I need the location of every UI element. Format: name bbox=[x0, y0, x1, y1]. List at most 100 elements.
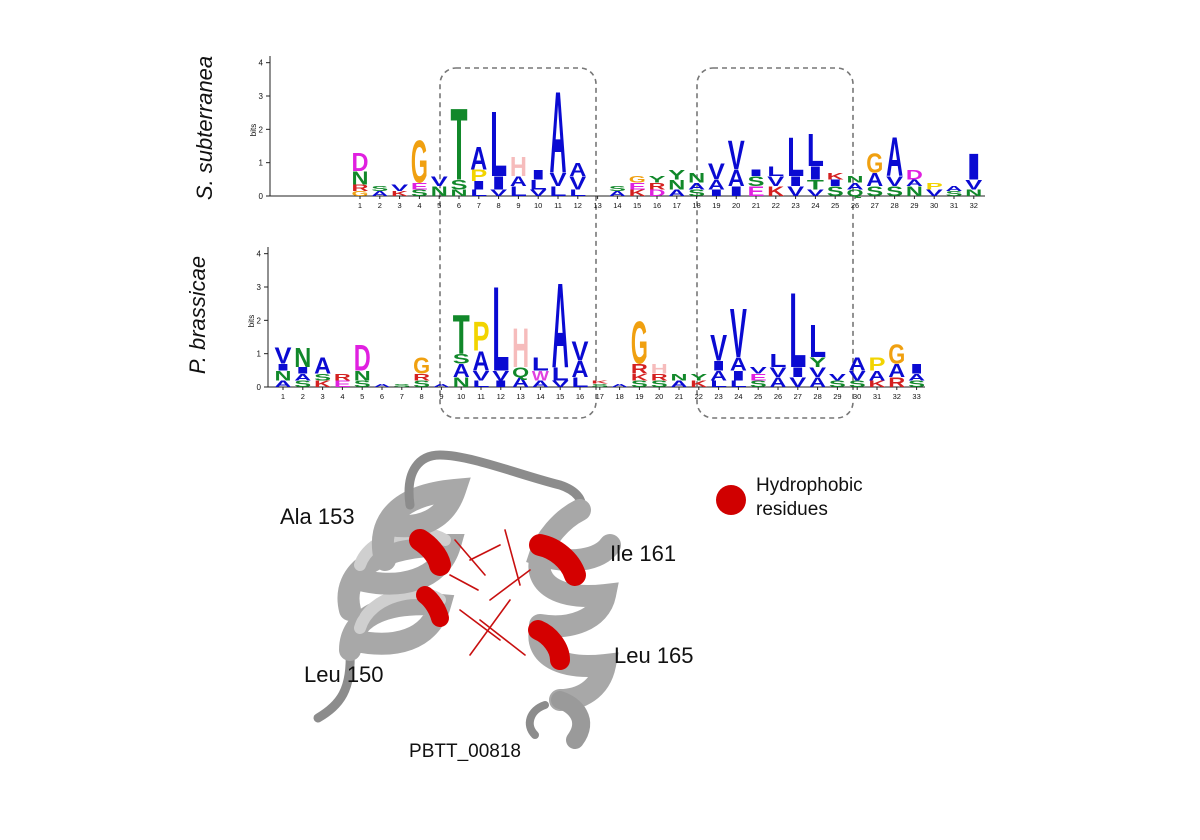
residue-label: Leu 150 bbox=[304, 662, 384, 687]
logo-letter: V bbox=[730, 295, 747, 372]
x-tick-label: 26 bbox=[851, 201, 859, 210]
logo-letter: V bbox=[886, 174, 903, 190]
logo-letter: G bbox=[866, 148, 883, 179]
logo-letter: A bbox=[688, 181, 705, 191]
logo-letter: L bbox=[569, 188, 586, 198]
logo-letter: V bbox=[431, 174, 448, 190]
logo-letter: I bbox=[827, 178, 844, 188]
x-tick-label: 5 bbox=[360, 392, 364, 401]
logo-letter: S bbox=[314, 372, 331, 382]
x-tick-label: 30 bbox=[930, 201, 938, 210]
logo-letter: L bbox=[510, 184, 527, 200]
logo-letter: A bbox=[906, 178, 923, 188]
logo-letter: A bbox=[552, 259, 569, 393]
y-tick-label: 0 bbox=[257, 383, 262, 392]
logo-letter: A bbox=[510, 174, 527, 190]
logo-letter: L bbox=[710, 379, 727, 389]
logo-letter: K bbox=[767, 184, 784, 200]
x-tick-label: 16 bbox=[576, 392, 584, 401]
logo-letter: D bbox=[649, 188, 666, 198]
x-tick-label: 4 bbox=[417, 201, 421, 210]
logo-letter: A bbox=[453, 361, 470, 382]
logo-letter: N bbox=[965, 188, 982, 198]
logo-letter: G bbox=[411, 129, 428, 196]
logo-letter: S bbox=[908, 379, 925, 389]
logo-letter: V bbox=[807, 188, 824, 198]
x-tick-label: 4 bbox=[340, 392, 344, 401]
logo-letter: V bbox=[391, 183, 408, 193]
logo-letter: A bbox=[730, 354, 747, 375]
logo-letter: D bbox=[352, 148, 369, 176]
logo-letter: L bbox=[730, 379, 747, 389]
x-tick-label: 13 bbox=[516, 392, 524, 401]
x-tick-label: 27 bbox=[871, 201, 879, 210]
logo-letter: A bbox=[569, 160, 586, 181]
species-label: S. subterranea bbox=[192, 56, 217, 200]
logo-letter: S bbox=[750, 379, 767, 389]
logo-letter: I bbox=[490, 173, 507, 194]
logo-letter: E bbox=[748, 184, 765, 200]
logo-letter: S bbox=[609, 185, 626, 193]
logo-letter: E bbox=[629, 181, 646, 191]
logo-letter: V bbox=[492, 368, 509, 384]
logo-letter: A bbox=[671, 379, 688, 389]
logo-letter: V bbox=[965, 177, 982, 193]
y-axis-label: bits bbox=[249, 124, 258, 136]
logo-letter: A bbox=[770, 375, 787, 391]
x-tick-label: 31 bbox=[950, 201, 958, 210]
legend-text: Hydrophobic residues bbox=[756, 475, 863, 520]
logo-letter: A bbox=[869, 368, 886, 384]
logo-letter: I bbox=[275, 362, 292, 372]
x-tick-label: 26 bbox=[774, 392, 782, 401]
logo-letter: L bbox=[572, 375, 589, 391]
logo-letter: S bbox=[631, 379, 648, 389]
logo-letter: A bbox=[371, 190, 388, 198]
logo-letter: V bbox=[572, 335, 589, 366]
logo-letter: A bbox=[710, 368, 727, 384]
logo-letter: A bbox=[946, 185, 963, 193]
logo-letter: A bbox=[433, 383, 450, 388]
x-tick-label: 12 bbox=[497, 392, 505, 401]
logo-letter: S bbox=[849, 379, 866, 389]
logo-letter: W bbox=[532, 368, 549, 384]
logo-letter: T bbox=[451, 89, 468, 202]
logo-letter: V bbox=[710, 327, 727, 368]
logo-letter: I bbox=[965, 146, 982, 187]
logo-letter: R bbox=[649, 181, 666, 191]
logo-letter: A bbox=[849, 354, 866, 375]
x-tick-label: 3 bbox=[321, 392, 325, 401]
logo-letter: V bbox=[275, 343, 292, 369]
x-tick-label: 24 bbox=[734, 392, 742, 401]
logo-letter: S bbox=[748, 174, 765, 190]
logo-letter: Y bbox=[690, 372, 707, 382]
logo-letter: H bbox=[512, 318, 529, 380]
x-tick-label: 9 bbox=[516, 201, 520, 210]
logo-letter: H bbox=[510, 151, 527, 182]
logo-letter: Y bbox=[649, 174, 666, 184]
logo-letter: Y bbox=[668, 167, 685, 183]
y-axis-label: bits bbox=[247, 315, 256, 327]
logo-letter: I bbox=[710, 358, 727, 374]
logo-letter: R bbox=[413, 372, 430, 382]
logo-letter: E bbox=[334, 379, 351, 389]
logo-letter: P bbox=[869, 354, 886, 375]
logo-letter: H bbox=[651, 361, 668, 377]
logo-letter: N bbox=[906, 184, 923, 200]
logo-letter: N bbox=[451, 188, 468, 198]
species-label: P. brassicae bbox=[185, 256, 210, 374]
helix-structure bbox=[313, 450, 621, 749]
logo-letter: R bbox=[334, 372, 351, 382]
logo-letter: L bbox=[552, 364, 569, 385]
logo-letter: A bbox=[294, 372, 311, 382]
logo-letter: L bbox=[473, 379, 490, 389]
logo-letter: A bbox=[275, 379, 292, 389]
x-tick-label: 31 bbox=[873, 392, 881, 401]
x-tick-label: 2 bbox=[378, 201, 382, 210]
logo-letter: V bbox=[569, 173, 586, 194]
logo-letter: E bbox=[411, 181, 428, 191]
logo-letter: N bbox=[352, 168, 369, 189]
logo-letter: R bbox=[651, 372, 668, 382]
logo-letter: D bbox=[354, 337, 371, 378]
logo-letter: S bbox=[688, 188, 705, 198]
x-tick-label: 8 bbox=[420, 392, 424, 401]
